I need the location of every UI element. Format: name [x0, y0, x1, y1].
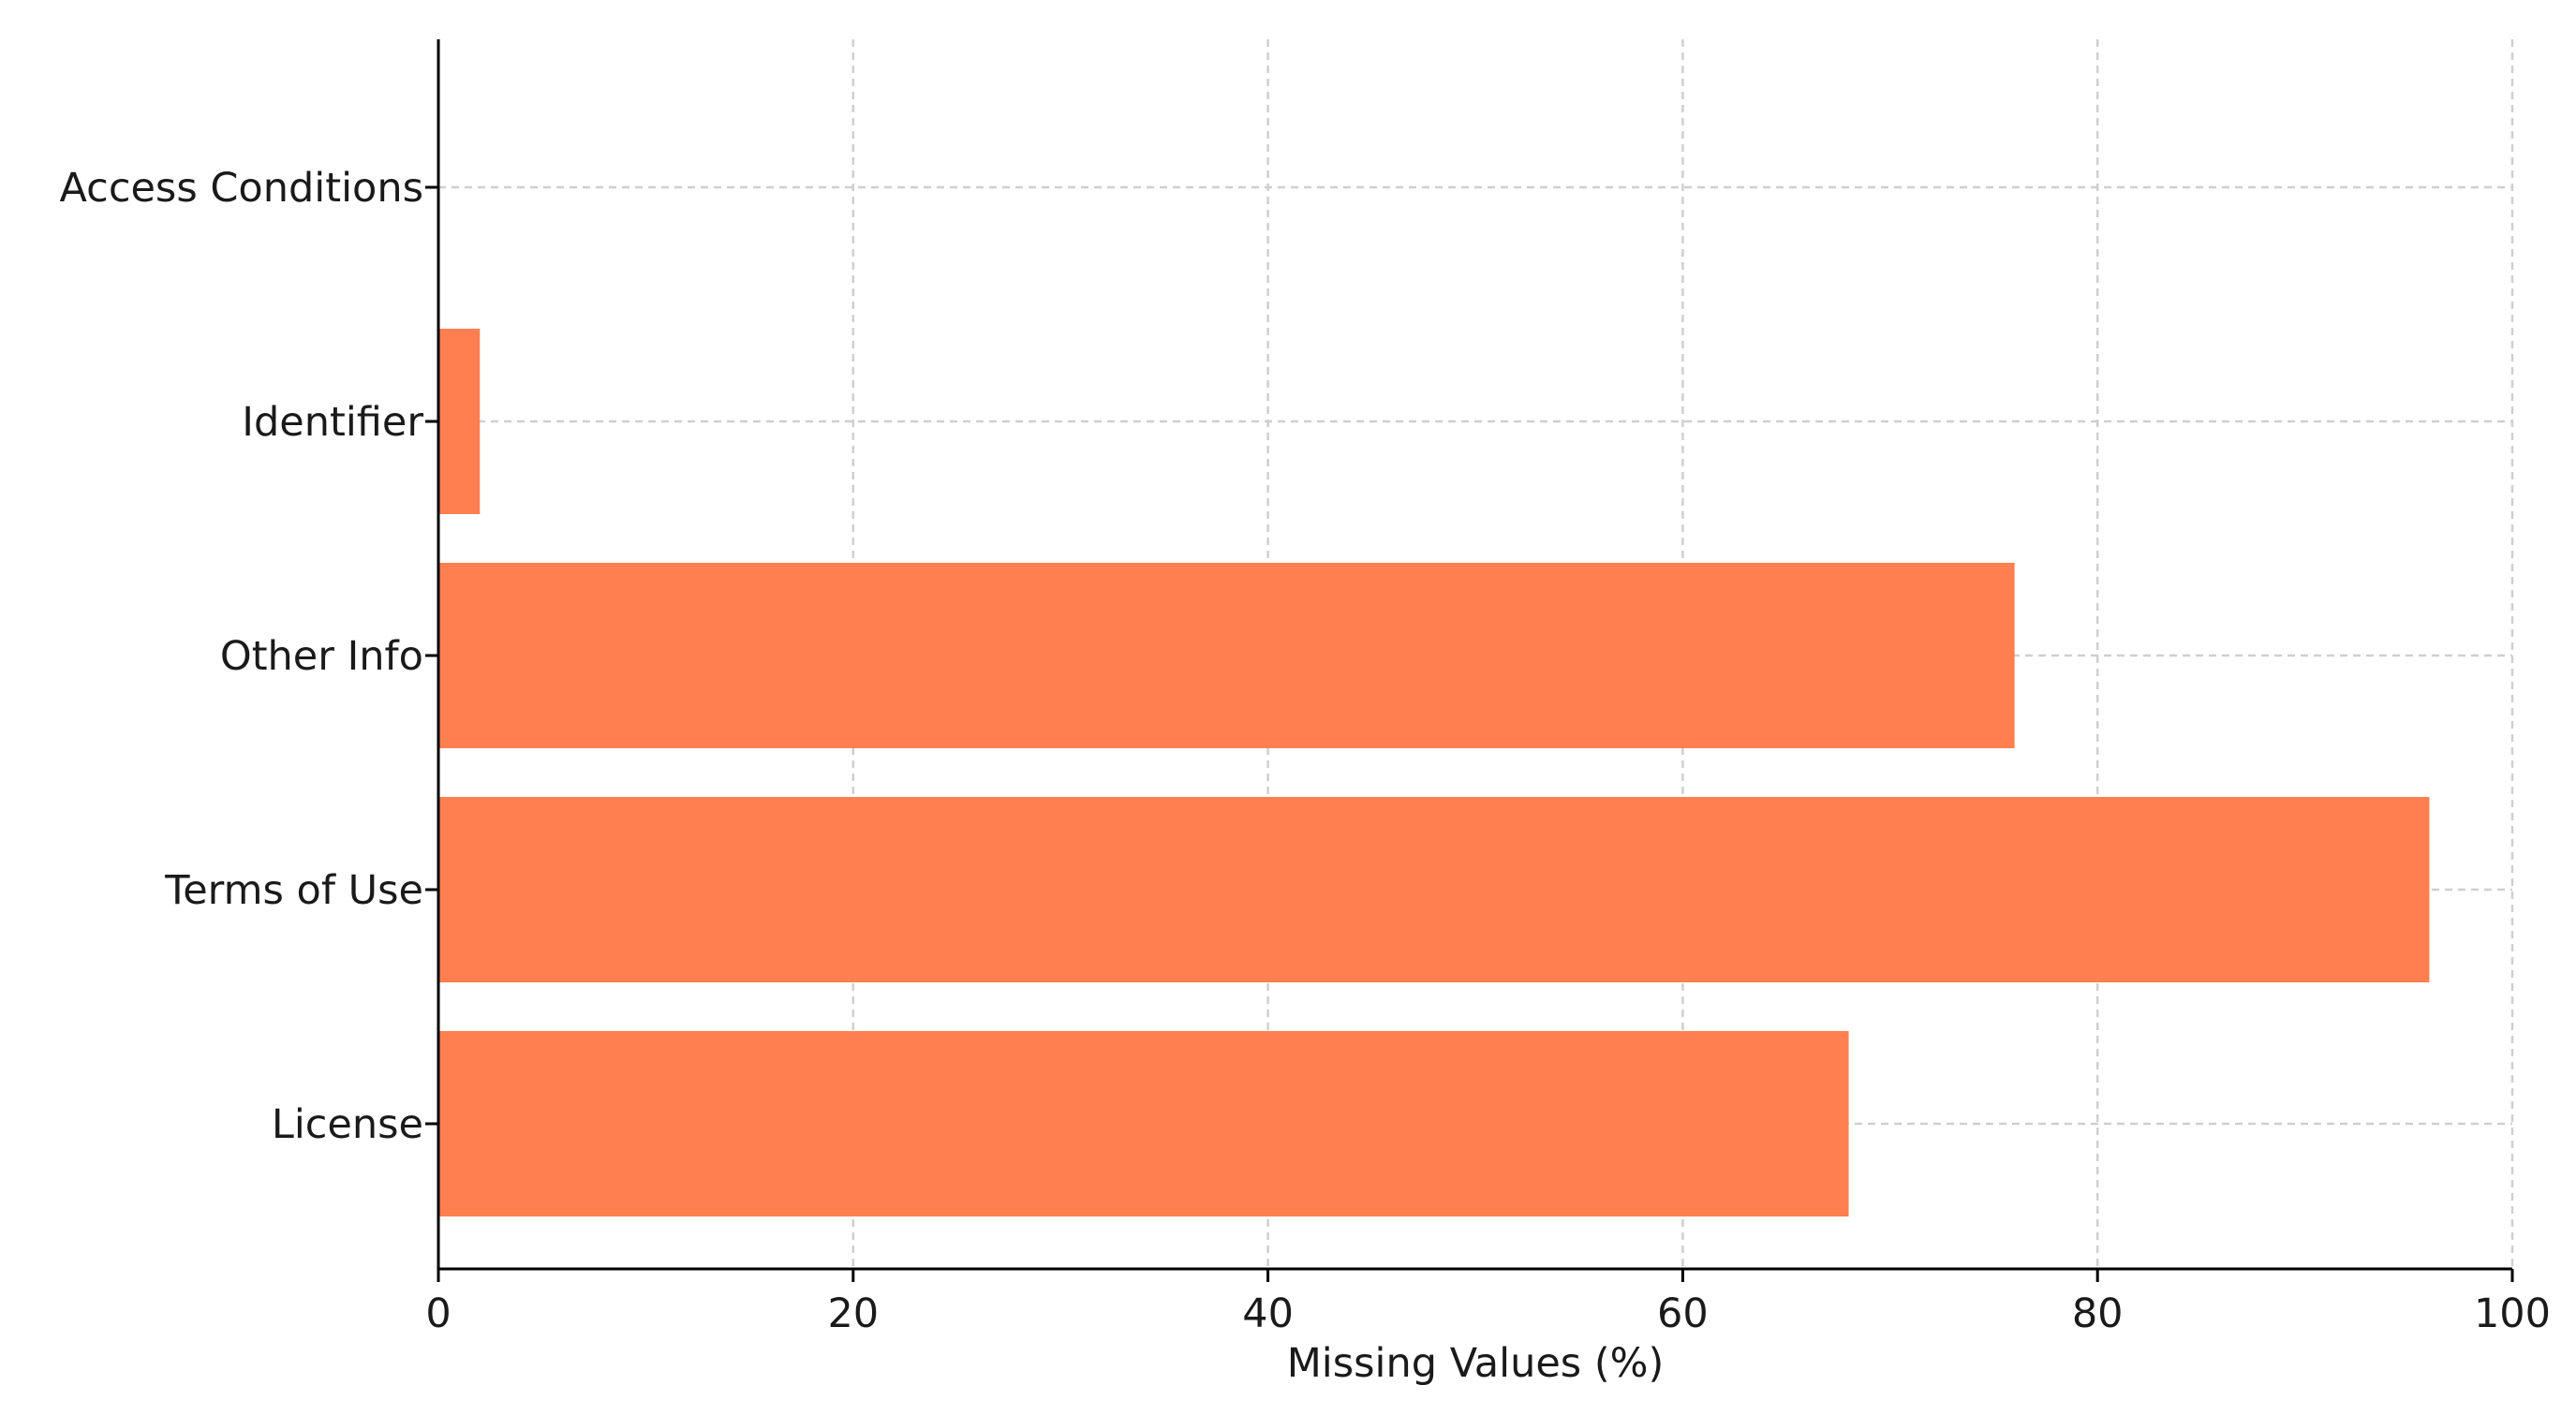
bar-other-info: [438, 563, 2015, 748]
x-tick-label: 100: [2474, 1290, 2551, 1337]
x-tick-label: 60: [1657, 1290, 1709, 1337]
x-tick-label: 40: [1242, 1290, 1294, 1337]
x-axis-title: Missing Values (%): [1287, 1340, 1665, 1387]
x-tick-label: 80: [2072, 1290, 2124, 1337]
y-tick-label: License: [272, 1101, 423, 1148]
bar-layer: [438, 329, 2430, 1216]
bar-license: [438, 1031, 1849, 1216]
label-layer: 0 20 40 60 80 100 License Terms of Use Other Inf…: [60, 165, 2552, 1337]
y-tick-label: Terms of Use: [164, 867, 423, 914]
x-tick-label: 20: [827, 1290, 879, 1337]
bar-terms-of-use: [438, 797, 2430, 982]
x-tick-label: 0: [425, 1290, 451, 1337]
axis-layer: [425, 39, 2514, 1282]
y-tick-label: Other Info: [220, 633, 423, 680]
y-tick-label: Access Conditions: [60, 165, 423, 212]
bar-identifier: [438, 329, 481, 514]
y-tick-label: Identifier: [242, 399, 423, 446]
